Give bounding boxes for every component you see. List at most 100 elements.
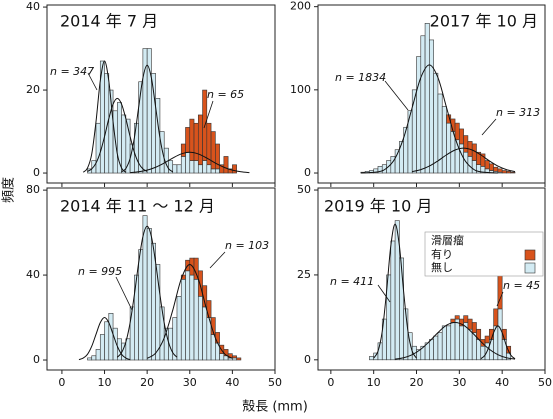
bar <box>215 143 220 170</box>
bar <box>403 126 409 174</box>
bar <box>454 122 460 141</box>
bar <box>197 270 203 297</box>
bar <box>193 279 199 361</box>
bar <box>125 338 131 361</box>
y-tick-label: 25 <box>297 268 311 281</box>
panel-title: 2019 年 10 月 <box>324 197 432 216</box>
bar <box>142 48 148 174</box>
bar <box>129 306 135 361</box>
leader-line <box>203 100 214 129</box>
x-tick-label: 50 <box>268 376 282 389</box>
leader-line <box>384 80 409 111</box>
leader-line <box>377 284 391 303</box>
plot-frame <box>46 187 276 371</box>
bar <box>91 355 97 361</box>
bar <box>433 335 439 361</box>
bar <box>202 306 208 361</box>
x-tick-label: 0 <box>58 376 65 389</box>
bar <box>193 160 199 174</box>
fitted-curve <box>480 325 516 360</box>
bar <box>185 151 191 174</box>
x-tick-label: 20 <box>140 376 154 389</box>
bar <box>497 274 503 310</box>
leader-line <box>496 291 504 307</box>
fitted-curve <box>373 223 417 359</box>
fitted-curve <box>360 64 498 174</box>
bar <box>223 156 229 174</box>
y-tick-label: 0 <box>33 166 40 179</box>
bar <box>411 89 417 174</box>
bar <box>506 171 512 174</box>
bar <box>215 332 220 344</box>
bar <box>189 118 195 161</box>
y-tick-label: 40 <box>26 268 40 281</box>
y-tick-label: 0 <box>304 353 311 366</box>
bar <box>446 122 452 174</box>
bar <box>510 171 516 174</box>
bar <box>232 357 237 361</box>
bar <box>176 296 182 361</box>
bar <box>489 163 494 171</box>
leader-line <box>209 251 226 269</box>
bar <box>501 170 507 174</box>
x-tick-label: 0 <box>327 376 334 389</box>
bar <box>480 153 486 167</box>
bar <box>189 274 195 361</box>
panel-title: 2017 年 10 月 <box>430 12 538 31</box>
y-tick-label: 50 <box>297 183 311 196</box>
fitted-curve <box>78 317 131 361</box>
bar <box>416 56 422 174</box>
bar <box>476 339 482 361</box>
bar <box>210 168 216 174</box>
annotation: n = 347 <box>50 65 94 78</box>
legend-label: 無し <box>431 260 453 274</box>
bar <box>87 357 93 361</box>
fitted-curve <box>130 151 250 174</box>
legend-frame <box>424 231 544 277</box>
annotation: n = 411 <box>330 275 374 288</box>
y-tick-label: 40 <box>26 0 40 13</box>
bar <box>463 151 469 174</box>
leader-line <box>87 72 98 91</box>
bar <box>180 156 186 174</box>
bar <box>463 315 469 323</box>
bar <box>446 325 452 361</box>
bar <box>180 274 186 280</box>
annotation: n = 65 <box>207 88 244 101</box>
bar <box>108 312 114 361</box>
bar <box>236 357 242 361</box>
bar <box>138 249 144 361</box>
bar <box>232 164 237 174</box>
y-axis-label: 頻度 <box>1 177 17 203</box>
bar <box>467 328 473 361</box>
bar <box>454 315 460 320</box>
bar <box>450 318 456 323</box>
annotation: n = 45 <box>503 279 540 292</box>
bar <box>429 39 434 174</box>
panel-title: 2014 年 7 月 <box>60 12 158 31</box>
bar <box>493 308 499 327</box>
legend-title: 滑層瘤 <box>431 233 464 247</box>
bar <box>180 143 186 157</box>
bar <box>138 81 144 174</box>
bar <box>189 257 195 276</box>
bar <box>159 131 165 174</box>
bar <box>390 240 396 361</box>
bar <box>493 166 499 172</box>
bar <box>197 114 203 166</box>
fitted-curve <box>121 64 174 173</box>
bar <box>441 325 447 361</box>
bar <box>467 318 473 330</box>
x-tick-label: 10 <box>98 376 112 389</box>
bar <box>95 349 101 361</box>
plot-frame <box>317 4 546 184</box>
annotation: n = 313 <box>496 106 540 119</box>
y-tick-label: 0 <box>304 166 311 179</box>
bar <box>369 356 374 361</box>
bar <box>454 318 460 361</box>
fitted-curve <box>82 60 127 173</box>
y-tick-label: 200 <box>290 0 311 13</box>
bar <box>399 141 404 174</box>
annotation: n = 995 <box>78 265 122 278</box>
